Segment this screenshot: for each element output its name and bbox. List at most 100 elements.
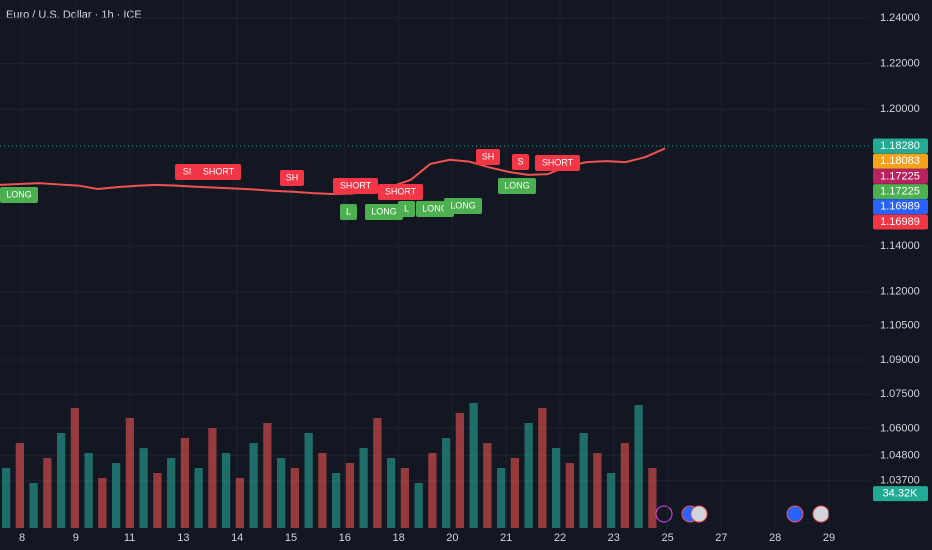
volume-bar: [400, 468, 409, 528]
volume-bar: [442, 438, 451, 528]
x-tick-label: 14: [231, 532, 243, 544]
volume-bar: [263, 423, 272, 528]
signal-label: [444, 198, 482, 214]
volume-bar: [373, 418, 382, 528]
volume-bar: [359, 448, 368, 528]
x-tick-label: 16: [339, 532, 351, 544]
y-tick-label: 1.09000: [880, 354, 920, 366]
signal-label: [535, 155, 580, 171]
x-tick-label: 23: [608, 532, 620, 544]
volume-bar: [43, 458, 52, 528]
volume-bar: [208, 428, 217, 528]
volume-bar: [524, 423, 533, 528]
volume-bar: [70, 408, 79, 528]
x-tick-label: 15: [285, 532, 297, 544]
signal-label: [378, 184, 423, 200]
volume-bar: [579, 433, 588, 528]
volume-bar: [428, 453, 437, 528]
x-tick-label: 21: [500, 532, 512, 544]
signal-label: [333, 178, 378, 194]
icon: [786, 505, 804, 523]
y-tick-label: 1.03700: [880, 475, 920, 487]
signal-label: [398, 201, 415, 217]
price-badge-text: 1.17225: [880, 170, 920, 182]
volume-bar: [483, 443, 492, 528]
volume-bar: [607, 473, 616, 528]
volume-badge: [873, 486, 928, 502]
y-tick-label: 1.20000: [880, 103, 920, 115]
x-tick-label: 22: [554, 532, 566, 544]
signal-text: LONG: [422, 203, 448, 213]
y-tick-label: 1.04800: [880, 450, 920, 462]
signal-text: SH: [482, 151, 495, 161]
price-badge: [873, 138, 928, 154]
signal-text: SHORT: [542, 157, 574, 167]
price-badge-text: 1.18280: [880, 140, 920, 152]
signal-text: LONG: [450, 200, 476, 210]
price-badge: [873, 168, 928, 184]
signal-label: [365, 204, 403, 220]
volume-bar: [634, 405, 643, 528]
volume-badge-text: 34.32K: [883, 488, 919, 500]
price-badge: [873, 184, 928, 200]
signal-label: [0, 187, 38, 203]
signal-text: L: [346, 206, 351, 216]
volume-bar: [552, 448, 561, 528]
volume-bar: [112, 463, 121, 528]
volume-bar: [593, 453, 602, 528]
signal-text: S: [517, 156, 523, 166]
volume-bar: [318, 453, 327, 528]
volume-bar: [2, 468, 11, 528]
y-tick-label: 1.24000: [880, 12, 920, 24]
volume-bar: [194, 468, 203, 528]
signal-text: SHORT: [203, 166, 235, 176]
icon: [655, 505, 673, 523]
y-tick-label: 1.22000: [880, 58, 920, 70]
volume-bar: [469, 403, 478, 528]
signal-text: SH: [286, 172, 299, 182]
signal-text: LONG: [6, 189, 32, 199]
volume-bar: [648, 468, 657, 528]
volume-bar: [29, 483, 38, 528]
volume-bar: [125, 418, 134, 528]
volume-bar: [98, 478, 107, 528]
volume-bar: [235, 478, 244, 528]
y-tick-label: 1.10500: [880, 320, 920, 332]
x-tick-label: 28: [769, 532, 781, 544]
signal-text: LONG: [371, 206, 397, 216]
volume-bar: [414, 483, 423, 528]
price-badge-text: 1.16989: [880, 201, 920, 213]
signal-text: LONG: [504, 180, 530, 190]
signal-label: [175, 164, 199, 180]
volume-bar: [290, 468, 299, 528]
icon: [812, 505, 830, 523]
signal-label: [498, 178, 536, 194]
price-badge: [873, 199, 928, 215]
volume-bar: [180, 438, 189, 528]
signal-label: [512, 154, 529, 170]
volume-bar: [345, 463, 354, 528]
volume-bar: [455, 413, 464, 528]
volume-bar: [139, 448, 148, 528]
volume-bar: [249, 443, 258, 528]
signal-label: [476, 149, 500, 165]
signal-text: L: [404, 203, 409, 213]
icon: [690, 505, 708, 523]
x-tick-label: 11: [124, 532, 135, 544]
x-tick-label: 27: [715, 532, 727, 544]
x-tick-label: 18: [392, 532, 404, 544]
signal-text: SI: [183, 166, 192, 176]
volume-bar: [84, 453, 93, 528]
x-tick-label: 8: [19, 532, 25, 544]
signal-label: [280, 170, 304, 186]
volume-bar: [304, 433, 313, 528]
volume-bar: [538, 408, 547, 528]
volume-bar: [620, 443, 629, 528]
signal-text: SHORT: [385, 186, 417, 196]
price-badge: [873, 153, 928, 169]
x-tick-label: 20: [446, 532, 458, 544]
volume-bar: [332, 473, 341, 528]
volume-bar: [222, 453, 231, 528]
